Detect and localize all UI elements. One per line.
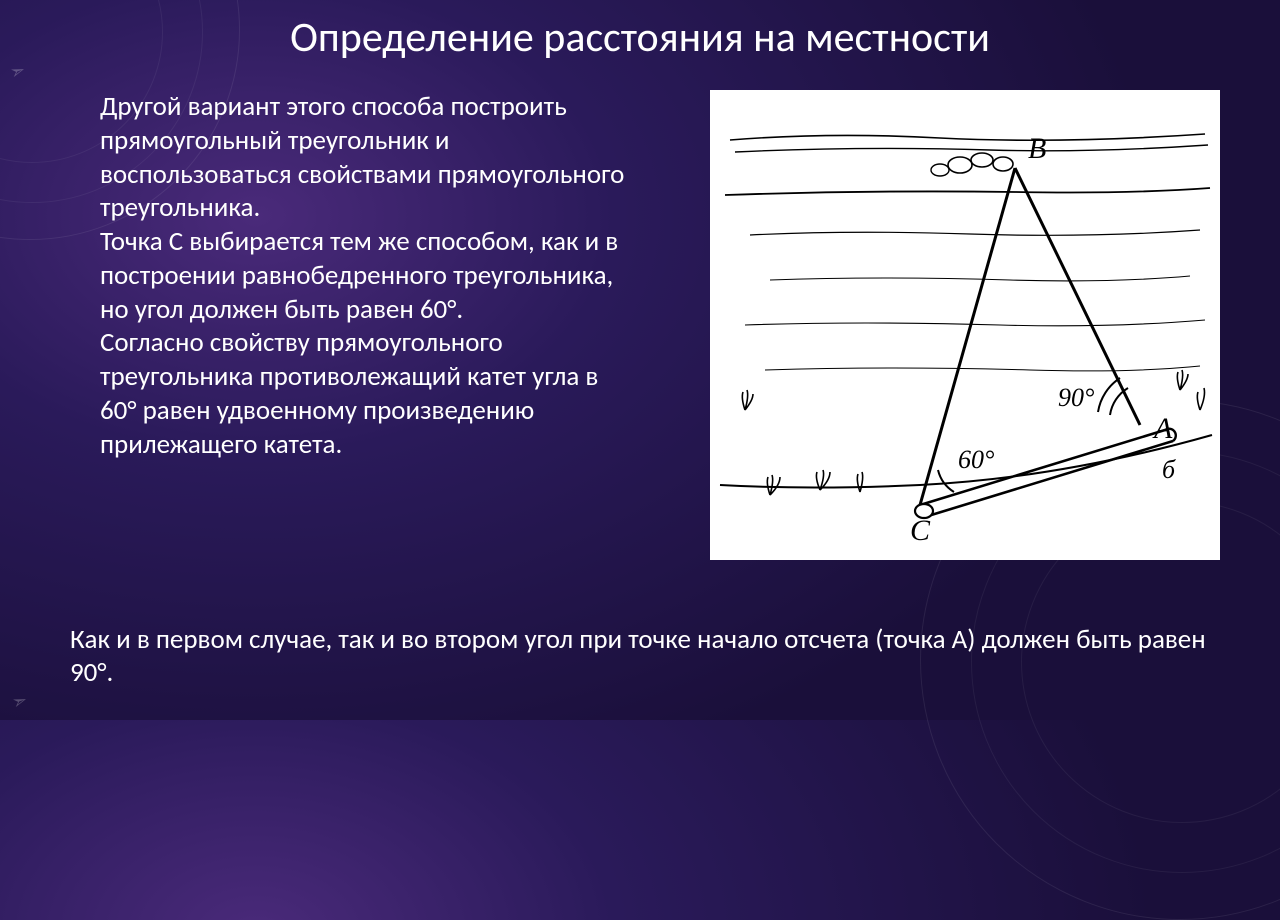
paragraph-3: Согласно свойству прямоугольного треугол…	[100, 326, 640, 461]
angle-60: 60°	[958, 445, 994, 474]
paragraph-1: Другой вариант этого способа построить п…	[100, 90, 640, 225]
label-c: C	[910, 514, 931, 547]
bottom-text: Как и в первом случае, так и во втором у…	[60, 623, 1220, 691]
label-extra: б	[1162, 455, 1176, 484]
paragraph-2: Точка С выбирается тем же способом, как …	[100, 225, 640, 326]
label-a: A	[1152, 412, 1173, 445]
slide-title: Определение расстояния на местности	[0, 12, 1280, 63]
angle-90: 90°	[1058, 383, 1094, 412]
diagram-svg: B A C 90° 60° б	[710, 90, 1220, 560]
body-text-block: Другой вариант этого способа построить п…	[100, 90, 640, 461]
arrow-decoration-bottom-left: ➣	[9, 688, 31, 714]
label-b: B	[1028, 132, 1046, 165]
triangle-diagram: B A C 90° 60° б	[710, 90, 1220, 560]
